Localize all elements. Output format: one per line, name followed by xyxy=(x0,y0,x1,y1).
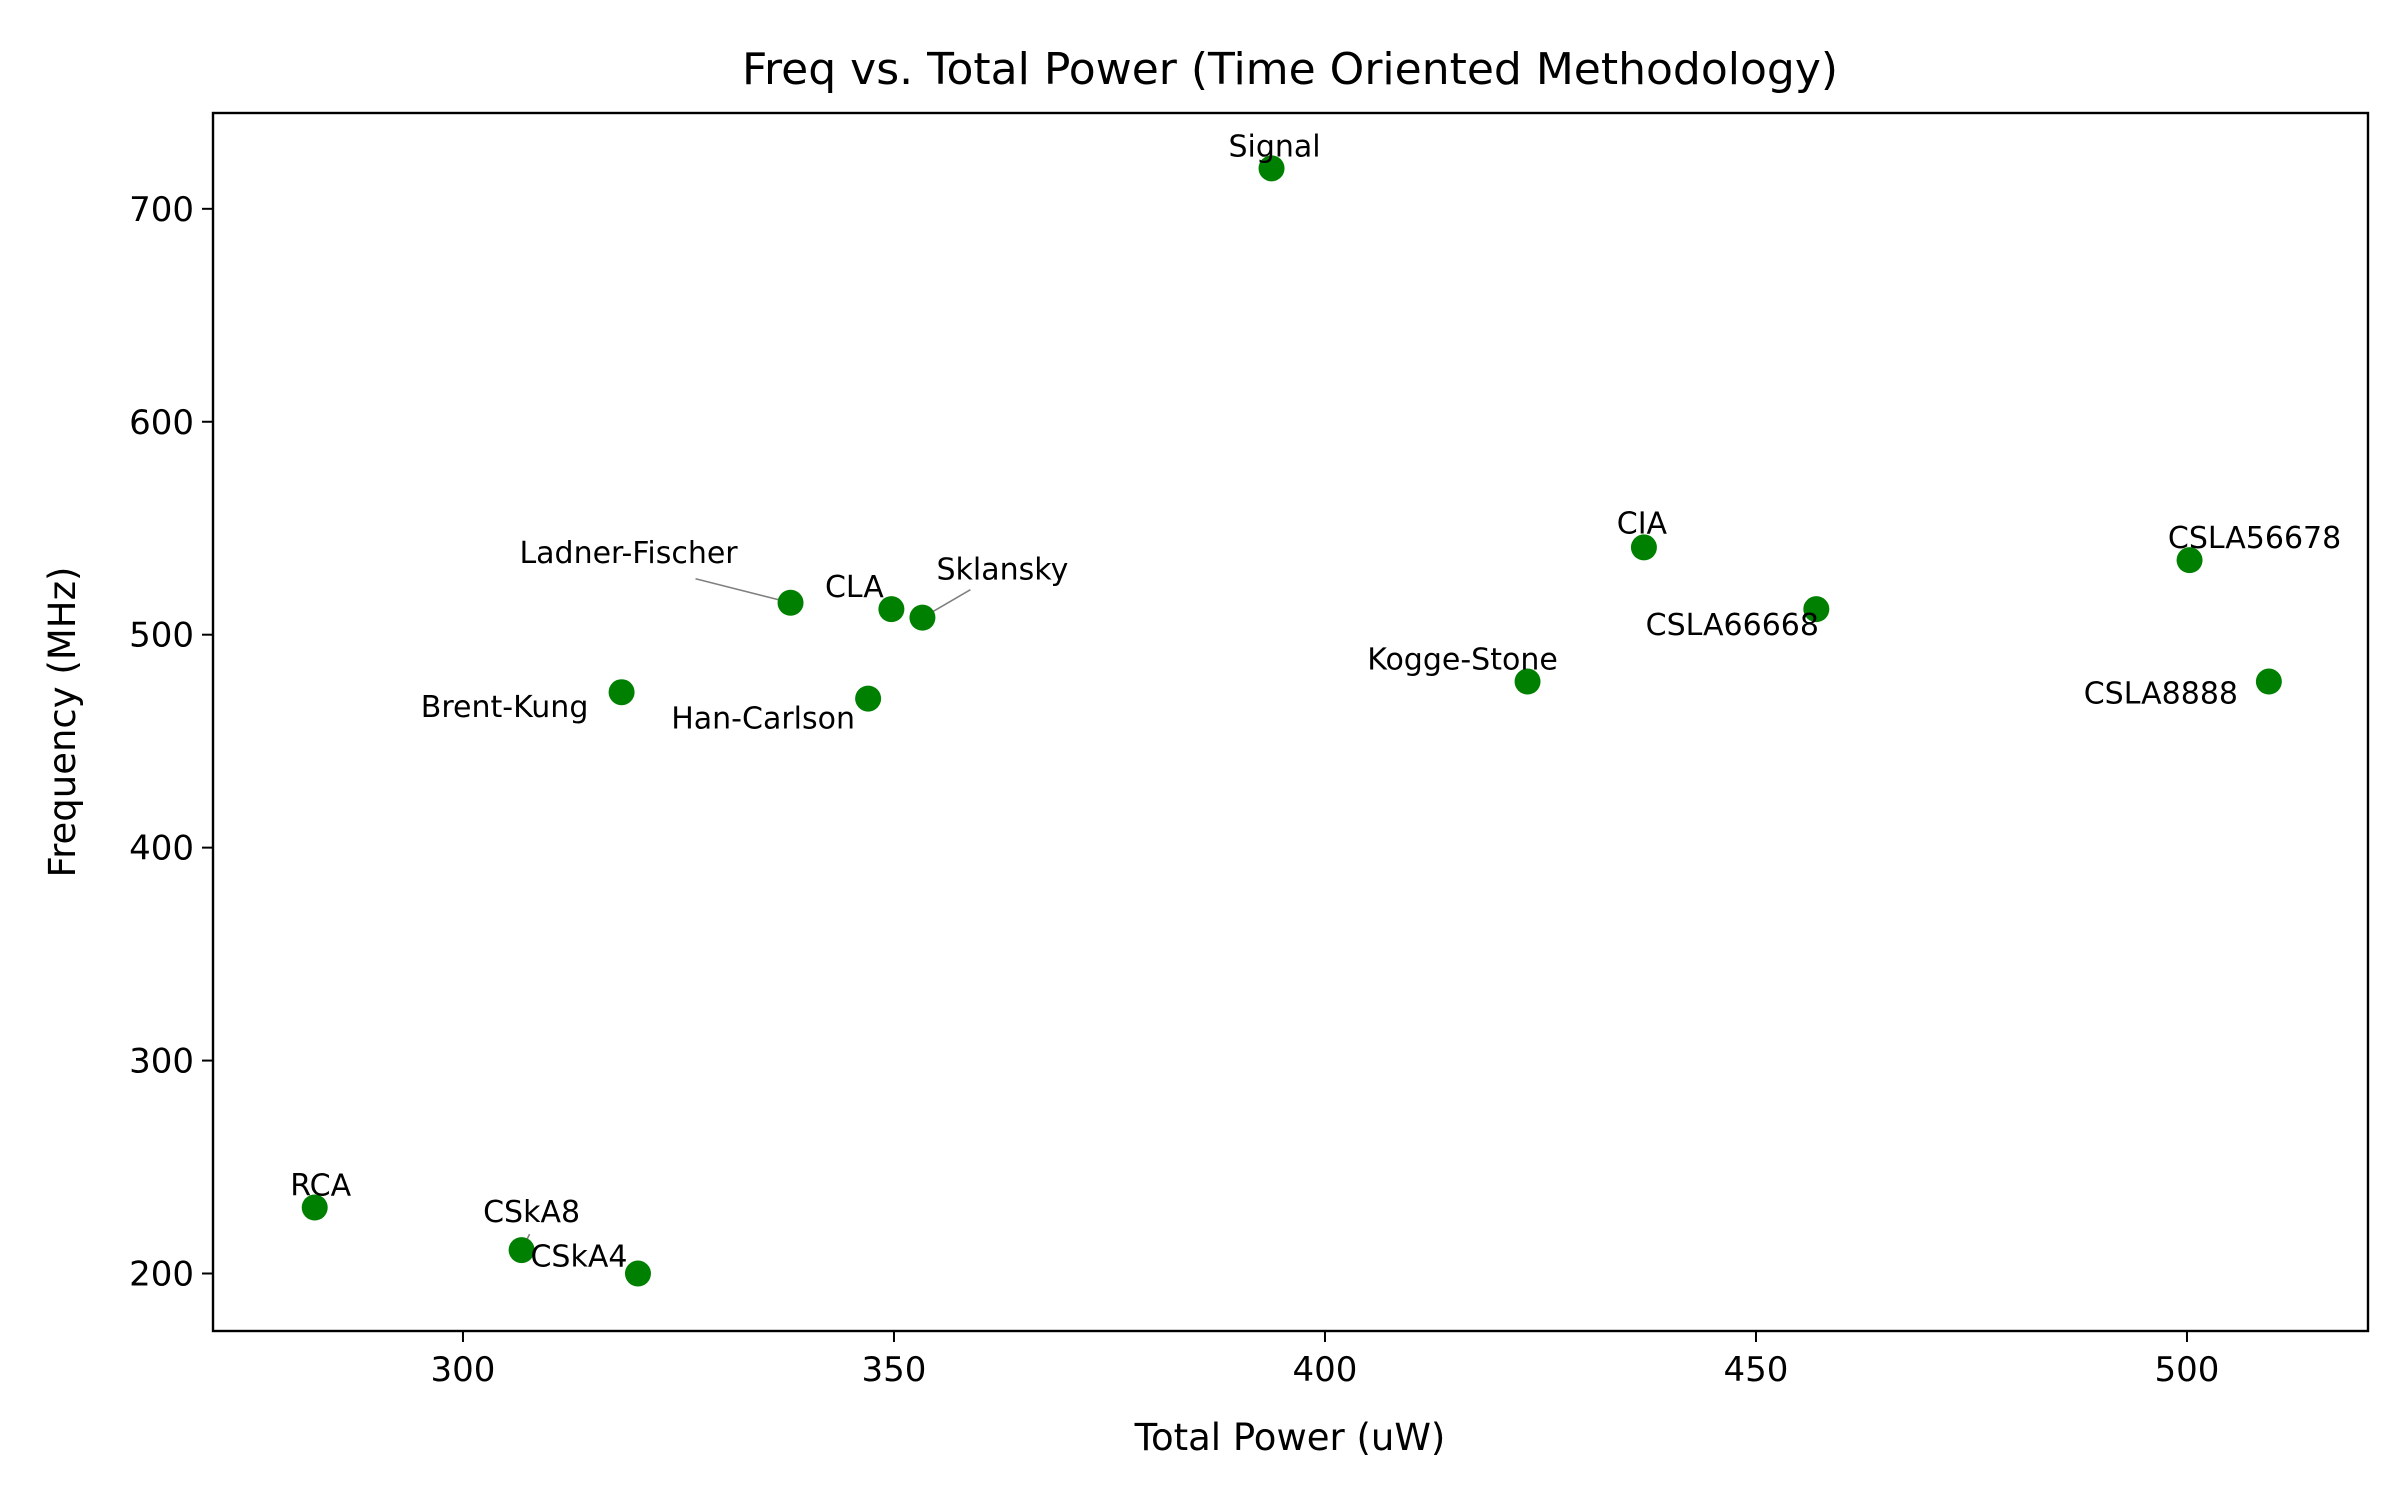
data-point-signal xyxy=(1258,155,1285,182)
y-tick-label-500: 500 xyxy=(129,616,194,656)
y-tick-label-300: 300 xyxy=(129,1042,194,1082)
point-label-rca: RCA xyxy=(290,1168,351,1203)
point-label-ladner-fischer: Ladner-Fischer xyxy=(519,536,738,571)
data-point-csla56678 xyxy=(2176,547,2203,574)
data-point-rca xyxy=(301,1194,328,1221)
y-axis-label: Frequency (MHz) xyxy=(41,567,84,878)
data-point-cska8 xyxy=(508,1237,535,1264)
point-label-cska8: CSkA8 xyxy=(483,1195,580,1230)
data-point-csla66668 xyxy=(1803,596,1830,623)
point-label-sklansky: Sklansky xyxy=(937,553,1069,588)
point-label-cla: CLA xyxy=(825,570,884,605)
point-label-cska4: CSkA4 xyxy=(530,1240,627,1275)
point-label-csla56678: CSLA56678 xyxy=(2168,521,2341,556)
point-label-han-carlson: Han-Carlson xyxy=(671,702,855,737)
data-point-han-carlson xyxy=(855,685,882,712)
point-label-brent-kung: Brent-Kung xyxy=(421,690,589,725)
data-point-cia xyxy=(1630,534,1657,561)
y-tick-label-400: 400 xyxy=(129,829,194,869)
data-point-ladner-fischer xyxy=(777,589,804,616)
x-tick-label-350: 350 xyxy=(862,1350,927,1390)
data-point-csla8888 xyxy=(2255,668,2282,695)
data-point-kogge-stone xyxy=(1514,668,1541,695)
y-tick-label-600: 600 xyxy=(129,403,194,443)
x-tick-label-400: 400 xyxy=(1293,1350,1358,1390)
point-label-cia: CIA xyxy=(1617,506,1668,541)
leader-line-ladner-fischer xyxy=(695,577,791,604)
chart-title: Freq vs. Total Power (Time Oriented Meth… xyxy=(742,44,1838,95)
x-tick-label-300: 300 xyxy=(431,1350,496,1390)
point-label-kogge-stone: Kogge-Stone xyxy=(1367,643,1558,678)
x-axis-label: Total Power (uW) xyxy=(1134,1416,1446,1459)
axis-ticks: 300 350 400 450 500 200 300 400 500 600 700 xyxy=(129,190,2219,1390)
data-point-cska4 xyxy=(624,1260,651,1287)
label-leaders xyxy=(520,577,971,1251)
plot-frame xyxy=(211,111,2370,1333)
data-point-cla xyxy=(878,596,905,623)
point-label-signal: Signal xyxy=(1228,129,1320,164)
point-label-csla66668: CSLA66668 xyxy=(1646,608,1819,643)
y-tick-label-700: 700 xyxy=(129,190,194,230)
data-points xyxy=(301,155,2282,1287)
data-point-sklansky xyxy=(909,604,936,631)
data-point-brent-kung xyxy=(608,679,635,706)
y-tick-label-200: 200 xyxy=(129,1255,194,1295)
x-tick-label-450: 450 xyxy=(1724,1350,1789,1390)
point-label-csla8888: CSLA8888 xyxy=(2084,677,2238,712)
x-tick-label-500: 500 xyxy=(2155,1350,2220,1390)
point-labels: Signal CIA CSLA56678 CSLA66668 CSLA8888 Kogge… xyxy=(290,129,2341,1274)
